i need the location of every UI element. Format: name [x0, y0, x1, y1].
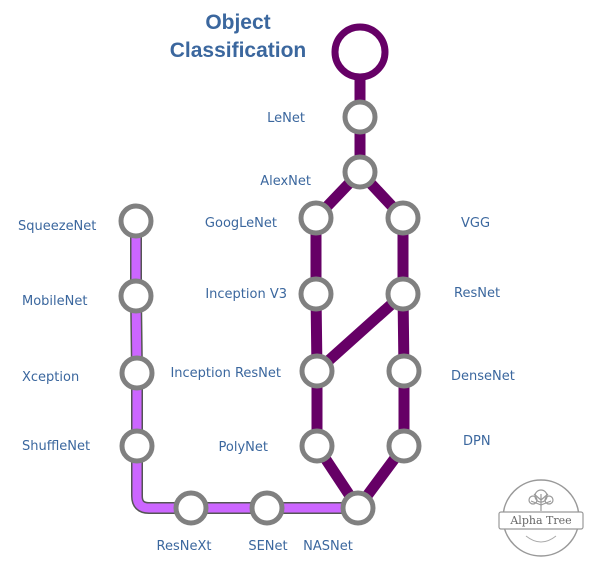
label-alexnet: AlexNet	[260, 174, 311, 189]
node-alexnet	[342, 154, 378, 190]
node-inception-resnet	[299, 353, 335, 389]
node-vgg	[385, 200, 421, 236]
label-xception: Xception	[22, 370, 79, 385]
label-densenet: DenseNet	[451, 369, 515, 384]
node-xception	[119, 355, 155, 391]
node-squeezenet	[118, 203, 154, 239]
label-resnext: ResNeXt	[157, 539, 212, 554]
tree-icon	[528, 489, 554, 511]
alpha-tree-logo: Alpha Tree	[498, 479, 584, 557]
mobile-track	[130, 221, 358, 514]
node-resnet	[385, 276, 421, 312]
label-resnet: ResNet	[454, 286, 500, 301]
label-inception-v3: Inception V3	[205, 287, 287, 302]
logo-roots	[525, 535, 557, 543]
node-lenet	[342, 99, 378, 135]
node-shufflenet	[119, 428, 155, 464]
logo-text: Alpha Tree	[509, 514, 571, 527]
mobile-track-fill	[131, 221, 358, 513]
label-lenet: LeNet	[267, 111, 305, 126]
node-polynet	[299, 428, 335, 464]
label-shufflenet: ShuffleNet	[22, 439, 90, 454]
label-inception-resnet: Inception ResNet	[170, 366, 281, 381]
node-senet	[249, 490, 285, 526]
label-googlenet: GoogLeNet	[205, 216, 277, 231]
label-nasnet: NASNet	[303, 539, 353, 554]
title-line-1: Object	[205, 11, 270, 34]
label-dpn: DPN	[463, 434, 491, 449]
track-resnet-inception-resnet	[311, 288, 409, 377]
logo-banner	[498, 511, 584, 530]
node-mobilenet	[118, 278, 154, 314]
node-googlenet	[298, 200, 334, 236]
label-squeezenet: SqueezeNet	[18, 219, 96, 234]
node-inception-v3	[298, 276, 334, 312]
label-senet: SENet	[248, 539, 287, 554]
label-mobilenet: MobileNet	[22, 294, 87, 309]
node-resnext	[173, 490, 209, 526]
node-nasnet	[340, 490, 376, 526]
node-dpn	[386, 428, 422, 464]
node-densenet	[386, 353, 422, 389]
label-vgg: VGG	[461, 216, 490, 231]
title-line-2: Classification	[170, 39, 307, 62]
root-node	[331, 23, 389, 81]
label-polynet: PolyNet	[219, 440, 268, 455]
